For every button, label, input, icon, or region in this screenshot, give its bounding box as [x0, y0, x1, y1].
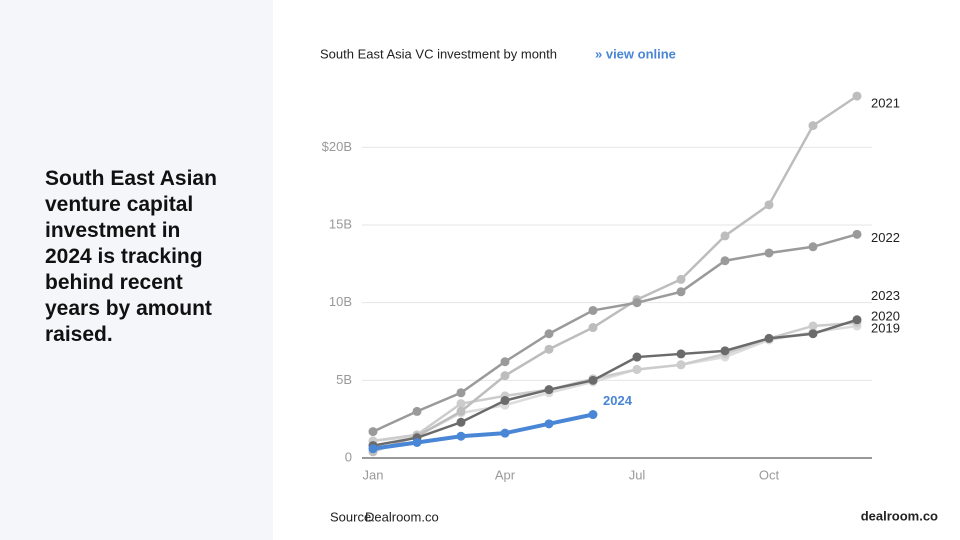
view-online-link[interactable]: » view online	[595, 46, 676, 61]
y-tick-label: 15B	[329, 216, 352, 231]
data-point	[632, 352, 642, 362]
data-point	[720, 231, 730, 241]
data-point	[500, 428, 510, 438]
data-point	[808, 242, 818, 252]
series-label: 2020	[871, 308, 900, 323]
left-panel: South East Asian venture capital investmen…	[0, 0, 273, 540]
data-point	[632, 298, 642, 308]
data-point	[764, 200, 774, 210]
heading-line: years by amount	[45, 297, 212, 320]
series-line	[372, 412, 594, 451]
y-tick-label: 5B	[336, 372, 352, 387]
data-point	[544, 385, 554, 395]
source-value: Dealroom.co	[365, 509, 439, 524]
data-point	[852, 91, 862, 101]
data-point	[808, 121, 818, 131]
y-tick-label: $20B	[322, 139, 352, 154]
heading-line: behind recent	[45, 271, 183, 294]
data-point	[588, 323, 598, 333]
x-tick-label: Jan	[363, 467, 384, 482]
data-point	[808, 321, 818, 331]
x-tick-label: Oct	[759, 467, 780, 482]
data-point	[500, 357, 510, 367]
data-point	[676, 349, 686, 359]
y-tick-label: 0	[345, 449, 352, 464]
data-point	[456, 406, 466, 416]
y-tick-label: 10B	[329, 294, 352, 309]
data-point	[412, 437, 422, 447]
data-point	[544, 344, 554, 354]
data-point	[500, 371, 510, 381]
data-point	[852, 315, 862, 325]
series-label: 2024	[603, 393, 633, 408]
data-point	[544, 419, 554, 429]
data-point	[764, 333, 774, 343]
chart-title: South East Asia VC investment by month	[320, 46, 557, 61]
data-point	[632, 364, 642, 374]
data-point	[368, 427, 378, 437]
series-label: 2021	[871, 96, 900, 111]
data-point	[676, 287, 686, 297]
data-point	[456, 399, 466, 409]
data-point	[720, 346, 730, 356]
data-point	[764, 248, 774, 258]
x-tick-label: Apr	[495, 467, 516, 482]
data-point	[808, 329, 818, 339]
heading: South East Asian venture capital investmen…	[45, 166, 217, 348]
data-point	[456, 417, 466, 427]
heading-line: 2024 is tracking	[45, 245, 203, 268]
series-line	[372, 318, 858, 447]
heading-line: raised.	[45, 323, 113, 346]
series-label: 2023	[871, 288, 900, 303]
series-label: 2022	[871, 230, 900, 245]
data-point	[456, 388, 466, 398]
series-line	[372, 321, 858, 443]
data-point	[368, 444, 378, 454]
data-point	[852, 229, 862, 239]
series-line	[372, 95, 858, 453]
x-tick-label: Jul	[629, 467, 646, 482]
heading-line: South East Asian	[45, 167, 217, 190]
data-point	[676, 360, 686, 370]
data-point	[588, 305, 598, 315]
data-point	[720, 256, 730, 266]
data-point	[588, 375, 598, 385]
series-line	[372, 324, 858, 443]
source-label: Source:	[330, 509, 375, 524]
heading-line: investment in	[45, 219, 181, 242]
logo: dealroom.co	[861, 508, 938, 523]
data-point	[676, 274, 686, 284]
data-point	[588, 410, 598, 420]
data-point	[544, 329, 554, 339]
series-line	[372, 233, 858, 433]
series-label: 2019	[871, 320, 900, 335]
data-point	[456, 431, 466, 441]
data-point	[412, 406, 422, 416]
heading-line: venture capital	[45, 193, 194, 216]
data-point	[500, 396, 510, 406]
